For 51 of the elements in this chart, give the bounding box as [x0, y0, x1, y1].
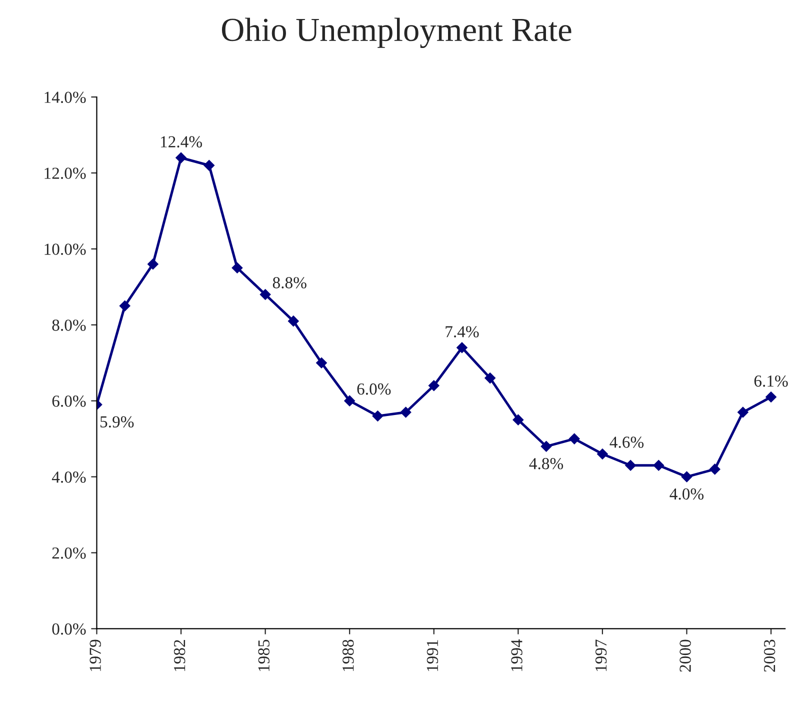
point [232, 262, 243, 274]
point [709, 464, 720, 475]
data-label: 6.1% [754, 375, 788, 387]
x-tick-label: 1982 [174, 640, 186, 671]
point [681, 471, 692, 482]
y-tick-label: 0.0% [52, 623, 86, 635]
point [597, 448, 608, 460]
point [119, 300, 130, 312]
point [148, 258, 158, 270]
data-label: 7.4% [446, 326, 479, 338]
data-label: 12.4% [160, 136, 202, 148]
point [456, 342, 468, 354]
data-label: 8.8% [272, 277, 306, 288]
point [316, 357, 327, 368]
x-tick-label: 1994 [511, 639, 522, 671]
x-tick-label: 2000 [680, 640, 691, 672]
data-label: 6.0% [357, 383, 391, 395]
point [568, 433, 580, 444]
point [260, 289, 271, 300]
point [512, 414, 524, 426]
y-tick-label: 10.0% [44, 244, 86, 255]
point [737, 406, 748, 418]
data-label: 5.9% [100, 416, 134, 428]
point [653, 460, 664, 471]
data-label: 4.0% [670, 488, 704, 500]
x-tick-label: 1985 [258, 640, 270, 671]
point [484, 372, 496, 384]
point [540, 440, 552, 452]
x-tick-label: 1997 [595, 640, 607, 671]
y-tick-label: 12.0% [44, 168, 86, 179]
point [428, 380, 440, 392]
point [766, 392, 776, 402]
x-tick-label: 1988 [342, 640, 354, 671]
point [344, 395, 356, 406]
chart-title: Ohio Unemployment Rate [222, 18, 572, 48]
y-tick-label: 2.0% [52, 547, 86, 559]
y-tick-label: 14.0% [44, 92, 86, 104]
y-tick-label: 8.0% [52, 320, 86, 331]
point [288, 316, 299, 327]
x-tick-label: 2003 [764, 640, 776, 672]
x-tick-label: 1991 [426, 640, 438, 671]
data-label: 4.8% [529, 458, 564, 470]
data-label: 4.6% [610, 436, 644, 448]
point [204, 160, 215, 171]
y-tick-label: 4.0% [52, 471, 86, 483]
point [400, 406, 412, 418]
point [625, 460, 636, 471]
point [176, 152, 186, 164]
y-tick-label: 6.0% [52, 396, 86, 407]
point [372, 410, 384, 422]
x-tick-label: 1979 [90, 640, 101, 671]
